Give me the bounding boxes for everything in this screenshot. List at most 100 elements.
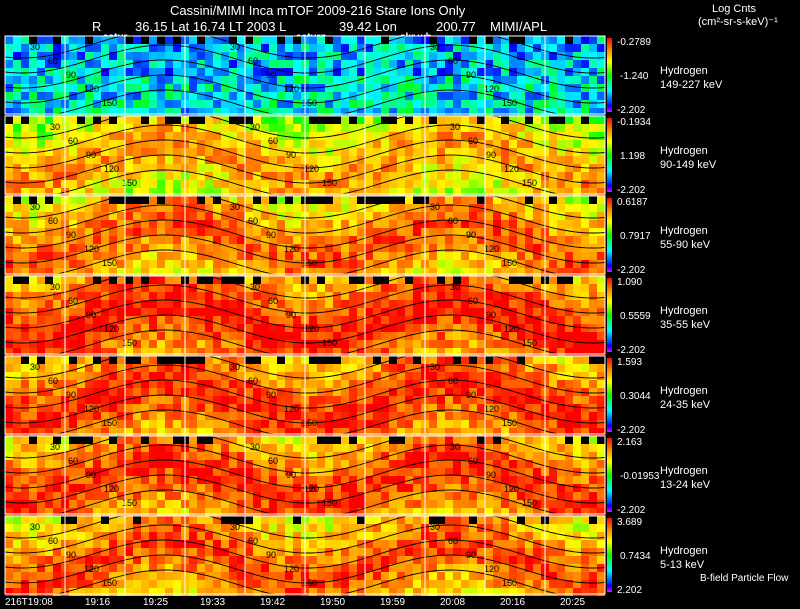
heatmap-cell xyxy=(45,84,53,92)
heatmap-cell xyxy=(29,348,37,356)
heatmap-cell xyxy=(533,116,541,124)
heatmap-cell xyxy=(29,212,37,220)
heatmap-cell xyxy=(341,412,349,420)
heatmap-cell xyxy=(213,196,221,204)
heatmap-cell xyxy=(69,116,77,124)
heatmap-cell xyxy=(413,532,421,540)
heatmap-cell xyxy=(141,44,149,52)
heatmap-cell xyxy=(597,44,605,52)
heatmap-cell xyxy=(149,484,157,492)
heatmap-cell xyxy=(445,420,453,428)
heatmap-cell xyxy=(85,268,93,276)
heatmap-cell xyxy=(21,148,29,156)
heatmap-cell xyxy=(597,508,605,516)
heatmap-cell xyxy=(325,460,333,468)
heatmap-cell xyxy=(533,332,541,340)
heatmap-cell xyxy=(133,428,141,436)
heatmap-cell xyxy=(597,356,605,364)
heatmap-cell xyxy=(213,540,221,548)
heatmap-cell xyxy=(85,100,93,108)
heatmap-cell xyxy=(197,340,205,348)
heatmap-cell xyxy=(253,516,261,524)
heatmap-cell xyxy=(493,476,501,484)
heatmap-cell xyxy=(157,220,165,228)
heatmap-cell xyxy=(533,148,541,156)
heatmap-cell xyxy=(501,300,509,308)
heatmap-cell xyxy=(221,380,229,388)
heatmap-cell xyxy=(133,388,141,396)
heatmap-cell xyxy=(325,420,333,428)
heatmap-cell xyxy=(565,36,573,44)
heatmap-cell xyxy=(29,244,37,252)
contour-label: 150 xyxy=(102,418,117,428)
heatmap-cell xyxy=(365,356,373,364)
heatmap-cell xyxy=(381,532,389,540)
heatmap-cell xyxy=(53,492,61,500)
heatmap-cell xyxy=(517,540,525,548)
heatmap-cell xyxy=(205,508,213,516)
heatmap-cell xyxy=(117,108,125,116)
heatmap-cell xyxy=(461,316,469,324)
heatmap-cell xyxy=(141,316,149,324)
heatmap-cell xyxy=(221,540,229,548)
heatmap-cell xyxy=(373,428,381,436)
heatmap-cell xyxy=(493,252,501,260)
heatmap-cell xyxy=(245,84,253,92)
heatmap-cell xyxy=(141,420,149,428)
heatmap-cell xyxy=(453,292,461,300)
heatmap-cell xyxy=(373,292,381,300)
heatmap-cell xyxy=(101,300,109,308)
heatmap-cell xyxy=(101,132,109,140)
heatmap-cell xyxy=(213,276,221,284)
heatmap-cell xyxy=(101,108,109,116)
heatmap-cell xyxy=(117,68,125,76)
heatmap-cell xyxy=(349,332,357,340)
heatmap-cell xyxy=(85,444,93,452)
heatmap-cell xyxy=(341,340,349,348)
heatmap-cell xyxy=(93,116,101,124)
heatmap-cell xyxy=(173,172,181,180)
heatmap-cell xyxy=(453,164,461,172)
heatmap-cell xyxy=(253,380,261,388)
heatmap-cell xyxy=(325,236,333,244)
heatmap-cell xyxy=(77,436,85,444)
heatmap-cell xyxy=(429,396,437,404)
heatmap-cell xyxy=(445,436,453,444)
heatmap-cell xyxy=(253,124,261,132)
heatmap-cell xyxy=(85,508,93,516)
heatmap-cell xyxy=(165,76,173,84)
heatmap-cell xyxy=(21,372,29,380)
heatmap-cell xyxy=(381,364,389,372)
heatmap-cell xyxy=(549,180,557,188)
heatmap-cell xyxy=(445,388,453,396)
heatmap-cell xyxy=(93,188,101,196)
heatmap-cell xyxy=(77,60,85,68)
heatmap-cell xyxy=(317,36,325,44)
heatmap-cell xyxy=(309,148,317,156)
heatmap-cell xyxy=(173,444,181,452)
heatmap-cell xyxy=(101,172,109,180)
heatmap-cell xyxy=(69,388,77,396)
heatmap-cell xyxy=(245,276,253,284)
heatmap-cell xyxy=(525,500,533,508)
heatmap-cell xyxy=(477,388,485,396)
heatmap-cell xyxy=(101,52,109,60)
heatmap-cell xyxy=(533,436,541,444)
heatmap-cell xyxy=(13,444,21,452)
heatmap-cell xyxy=(165,180,173,188)
heatmap-cell xyxy=(573,484,581,492)
heatmap-cell xyxy=(517,84,525,92)
heatmap-cell xyxy=(413,148,421,156)
heatmap-cell xyxy=(373,532,381,540)
heatmap-cell xyxy=(373,436,381,444)
heatmap-cell xyxy=(5,236,13,244)
heatmap-cell xyxy=(133,116,141,124)
heatmap-cell xyxy=(357,436,365,444)
heatmap-cell xyxy=(437,428,445,436)
heatmap-cell xyxy=(245,324,253,332)
heatmap-cell xyxy=(581,516,589,524)
heatmap-cell xyxy=(53,380,61,388)
heatmap-cell xyxy=(165,340,173,348)
heatmap-cell xyxy=(157,452,165,460)
heatmap-cell xyxy=(325,100,333,108)
